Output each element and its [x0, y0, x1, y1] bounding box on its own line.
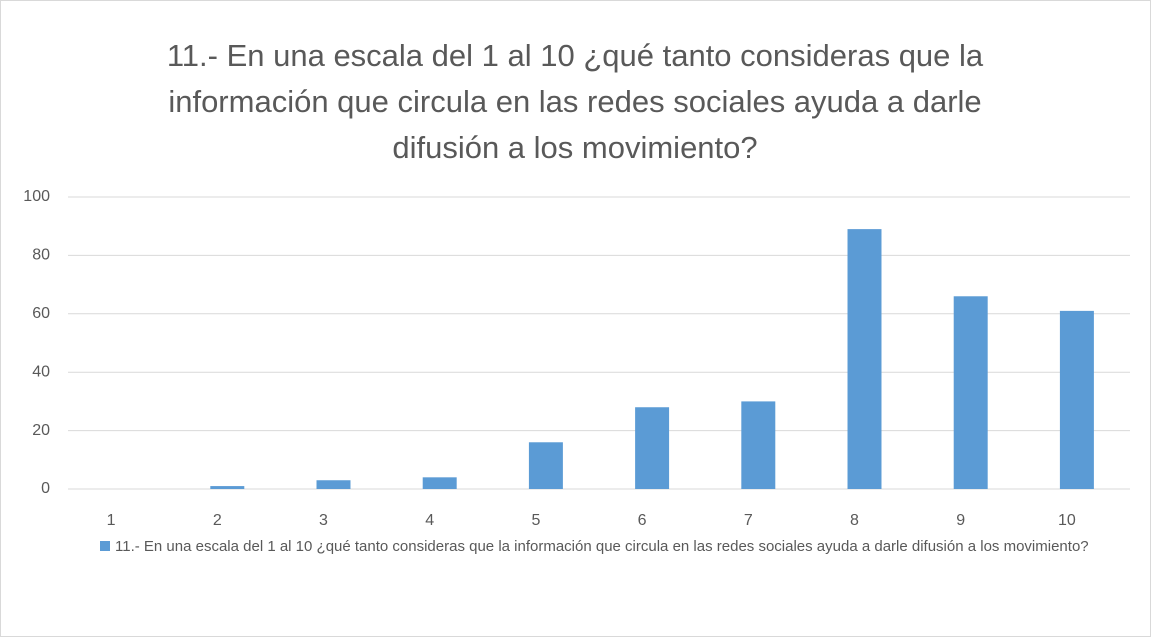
x-tick-label: 5 — [531, 512, 540, 529]
chart-title: 11.- En una escala del 1 al 10 ¿qué tant… — [166, 38, 984, 165]
legend-swatch — [100, 541, 110, 551]
x-tick-label: 3 — [319, 512, 328, 529]
y-tick-label: 80 — [32, 247, 50, 264]
y-tick-label: 60 — [32, 305, 50, 322]
legend-label: 11.- En una escala del 1 al 10 ¿qué tant… — [115, 538, 1089, 555]
bar — [635, 407, 670, 489]
y-tick-label: 20 — [32, 422, 50, 439]
bar — [528, 442, 563, 489]
y-tick-label: 100 — [23, 188, 50, 205]
x-tick-label: 8 — [850, 512, 859, 529]
bar — [847, 229, 882, 489]
x-tick-label: 4 — [425, 512, 434, 529]
x-tick-label: 1 — [107, 512, 116, 529]
bar — [741, 401, 776, 489]
legend: 11.- En una escala del 1 al 10 ¿qué tant… — [100, 534, 1110, 559]
bar — [210, 486, 245, 489]
y-tick-label: 0 — [41, 480, 50, 497]
bar — [316, 480, 351, 489]
bar — [422, 477, 457, 489]
x-tick-label: 7 — [744, 512, 753, 529]
x-tick-label: 9 — [956, 512, 965, 529]
y-tick-label: 40 — [32, 363, 50, 380]
x-tick-label: 6 — [638, 512, 647, 529]
bar — [953, 296, 988, 489]
x-tick-label: 2 — [213, 512, 222, 529]
x-tick-label: 10 — [1058, 512, 1076, 529]
bar — [1059, 310, 1094, 489]
